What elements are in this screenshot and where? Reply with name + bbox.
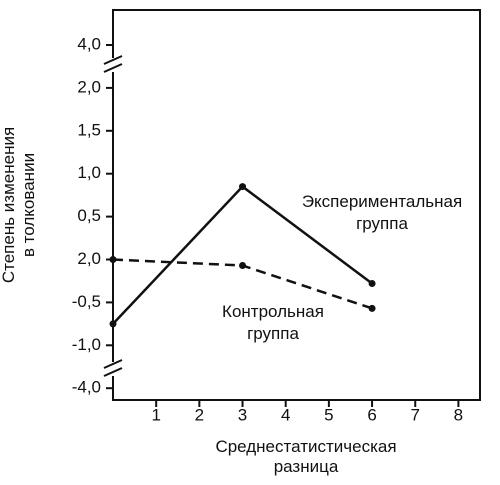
y-tick-label: -0,5 <box>72 292 101 311</box>
y-axis-label-line: Степень изменения <box>0 127 18 283</box>
x-tick-label: 8 <box>454 405 463 424</box>
axis-break <box>103 359 123 377</box>
point <box>109 320 117 328</box>
legend-label-line: группа <box>247 324 299 343</box>
axis-break <box>103 55 123 73</box>
x-tick-label: 6 <box>367 405 376 424</box>
x-axis-label: Среднестатистическая разница <box>215 437 396 476</box>
y-tick-label: 1,0 <box>77 163 101 182</box>
point <box>239 262 247 270</box>
legend-label-line: Контрольная <box>222 302 324 321</box>
y-tick-label: 0,5 <box>77 206 101 225</box>
legend-label: Контрольная группа <box>222 302 324 343</box>
x-tick-label: 3 <box>238 405 247 424</box>
y-tick-label: 2,0 <box>77 249 101 268</box>
point <box>368 304 376 312</box>
y-tick-label: 2,0 <box>77 77 101 96</box>
point <box>109 256 117 263</box>
legend-label-line: группа <box>356 214 408 233</box>
y-tick-label: -4,0 <box>72 378 101 397</box>
x-tick-label: 5 <box>324 405 333 424</box>
y-tick-label: 4,0 <box>77 34 101 53</box>
x-axis-label-line: разница <box>274 457 339 476</box>
point <box>239 183 247 191</box>
y-axis-label: Степень измененияв толковании <box>0 127 38 283</box>
y-axis-label-line: в толковании <box>19 153 38 257</box>
y-tick-label: 1,5 <box>77 120 101 139</box>
legend-label: Экспериментальная группа <box>302 192 462 233</box>
point <box>368 280 376 288</box>
x-axis-label-line: Среднестатистическая <box>215 437 396 456</box>
plot-frame <box>112 9 481 401</box>
y-tick-label: -1,0 <box>72 335 101 354</box>
x-tick-label: 1 <box>151 405 160 424</box>
x-tick-label: 2 <box>195 405 204 424</box>
x-tick-label: 4 <box>281 405 290 424</box>
legend-label-line: Экспериментальная <box>302 192 462 211</box>
x-tick-label: 7 <box>411 405 420 424</box>
